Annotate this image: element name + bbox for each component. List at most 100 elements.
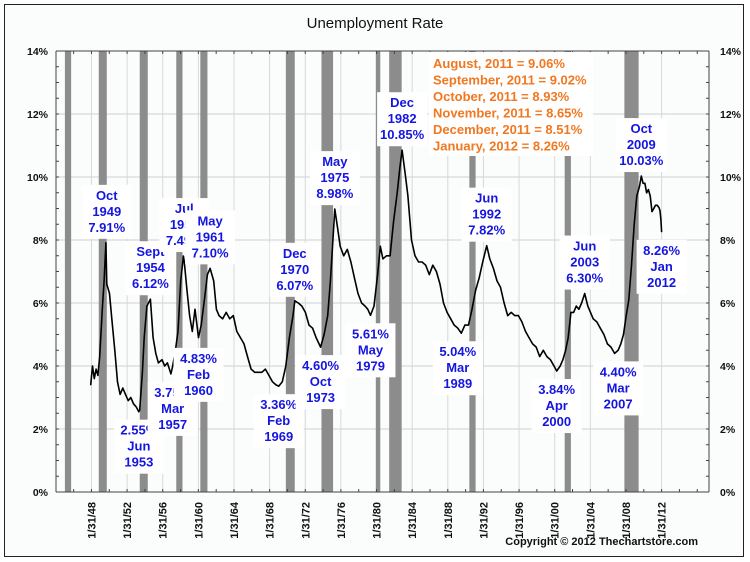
annotation-bg xyxy=(593,361,644,416)
annotation-text: 2003 xyxy=(570,255,599,270)
data-point xyxy=(191,330,193,332)
annotation-text: 1973 xyxy=(306,390,335,405)
data-point xyxy=(139,409,141,411)
data-point xyxy=(164,365,166,367)
annotation-text: Mar xyxy=(607,380,630,395)
annotation-text: 1960 xyxy=(184,383,213,398)
data-point xyxy=(135,406,137,408)
data-point xyxy=(382,258,384,260)
data-point xyxy=(589,311,592,314)
legend-entry: September, 2011 = 9.02% xyxy=(433,73,587,88)
data-point xyxy=(661,231,663,233)
data-point xyxy=(385,255,388,257)
data-point xyxy=(567,337,569,339)
y-tick-label-left: 8% xyxy=(33,235,49,247)
annotation-text: 5.04% xyxy=(439,344,476,359)
data-point xyxy=(285,365,287,367)
data-point xyxy=(575,305,577,307)
annotation-text: 8.26% xyxy=(643,243,680,258)
y-tick-label-left: 10% xyxy=(27,172,49,184)
data-point xyxy=(155,352,157,354)
data-point xyxy=(578,308,580,310)
annotation-text: Mar xyxy=(161,401,184,416)
annotation-text: Jun xyxy=(475,191,498,206)
data-point xyxy=(446,311,448,314)
annotation-text: Feb xyxy=(267,413,290,428)
data-point xyxy=(157,362,160,364)
annotation-text: 1961 xyxy=(196,229,225,244)
chart-title: Unemployment Rate xyxy=(306,15,444,32)
annotation-text: 1957 xyxy=(158,417,187,432)
data-point xyxy=(499,286,502,288)
annotation-bg xyxy=(81,184,132,239)
data-point xyxy=(407,195,409,197)
annotation-text: 10.85% xyxy=(380,127,425,142)
data-point xyxy=(170,373,172,375)
y-tick-label-left: 14% xyxy=(27,46,49,58)
data-point xyxy=(432,264,434,266)
data-point xyxy=(489,258,491,260)
data-point xyxy=(197,337,200,339)
data-point xyxy=(209,267,211,269)
data-point xyxy=(194,308,196,310)
x-tick-label: 1/31/52 xyxy=(122,502,134,539)
data-point xyxy=(592,318,594,320)
data-point xyxy=(323,333,325,336)
recession-bar xyxy=(64,51,72,492)
annotation-text: Feb xyxy=(187,367,210,382)
data-point xyxy=(364,305,366,307)
data-point xyxy=(106,283,108,285)
data-point xyxy=(636,195,638,197)
data-point xyxy=(503,302,505,304)
annotation-bg xyxy=(309,151,360,206)
data-point xyxy=(640,175,642,177)
annotations: Oct19497.91%2.55%Jun1953Sept19546.12%3.7… xyxy=(81,92,687,474)
annotation-bg xyxy=(173,347,224,402)
annotation-text: 1979 xyxy=(356,358,385,373)
data-point xyxy=(625,315,627,317)
annotation-text: 1992 xyxy=(472,207,501,222)
data-point xyxy=(232,315,234,317)
annotation-text: May xyxy=(358,342,384,357)
data-point xyxy=(189,315,191,317)
data-point xyxy=(528,337,530,339)
data-point xyxy=(478,277,480,279)
annotation-text: 7.10% xyxy=(192,245,229,260)
y-tick-label-right: 6% xyxy=(720,298,736,310)
data-point xyxy=(99,355,101,358)
data-point xyxy=(111,321,113,323)
data-point xyxy=(180,280,182,282)
legend-entry: August, 2011 = 9.06% xyxy=(433,56,565,71)
data-point xyxy=(236,330,238,332)
data-point xyxy=(393,220,395,222)
data-point xyxy=(439,283,441,285)
data-point xyxy=(271,381,274,383)
annotation-text: 6.30% xyxy=(566,271,603,286)
data-point xyxy=(257,371,259,373)
data-point xyxy=(613,352,616,354)
data-point xyxy=(581,302,583,304)
data-point xyxy=(206,274,209,276)
data-point xyxy=(204,296,206,298)
y-tick-label-right: 0% xyxy=(720,487,736,499)
x-tick-label: 1/31/08 xyxy=(621,502,633,539)
data-point xyxy=(229,318,231,320)
data-point xyxy=(492,267,495,269)
data-point xyxy=(254,371,256,373)
data-point xyxy=(200,324,202,326)
annotation-text: 4.83% xyxy=(180,351,217,366)
annotation-text: May xyxy=(197,213,223,228)
y-tick-label-left: 2% xyxy=(33,424,49,436)
x-tick-label: 1/31/84 xyxy=(407,501,419,539)
data-point xyxy=(215,308,217,310)
data-point xyxy=(315,337,317,339)
data-point xyxy=(642,182,644,184)
